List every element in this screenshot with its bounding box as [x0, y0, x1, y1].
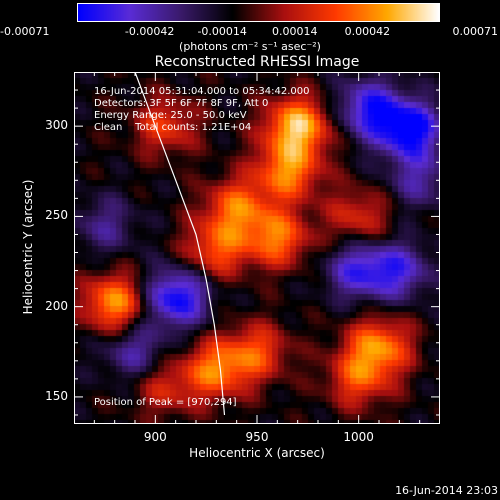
annotation-detectors: Detectors: 3F 5F 6F 7F 8F 9F, Att 0	[94, 98, 269, 109]
y-tick-label: 200	[45, 298, 68, 313]
heatmap-plot	[74, 72, 440, 424]
solar-limb-arc	[134, 72, 226, 416]
colorbar-units-label: (photons cm⁻² s⁻¹ asec⁻²)	[179, 40, 321, 53]
colorbar-tick-label: -0.00014	[197, 25, 247, 38]
chart-title: Reconstructed RHESSI Image	[154, 54, 360, 70]
annotation-peak: Position of Peak = [970,294]	[94, 397, 237, 408]
y-tick-label: 150	[45, 388, 68, 403]
plot-overlay	[74, 72, 440, 424]
x-tick-label: 900	[143, 430, 167, 444]
colorbar-tick-label: -0.00071	[0, 25, 50, 38]
y-tick-label: 250	[45, 208, 68, 223]
annotation-clean: Clean Total counts: 1.21E+04	[94, 122, 252, 133]
colorbar	[77, 3, 440, 22]
x-axis-label: Heliocentric X (arcsec)	[189, 446, 325, 460]
x-tick-label: 1000	[343, 430, 374, 444]
colorbar-tick-label: -0.00042	[124, 25, 175, 38]
x-tick-label: 950	[245, 430, 269, 444]
colorbar-tick-label: 0.00042	[344, 25, 391, 38]
y-tick-label: 300	[45, 118, 68, 133]
y-axis-label: Heliocentric Y (arcsec)	[21, 179, 35, 315]
colorbar-tick-label: 0.00071	[452, 25, 499, 38]
footer-timestamp: 16-Jun-2014 23:03	[395, 484, 498, 497]
annotation-time-range: 16-Jun-2014 05:31:04.000 to 05:34:42.000	[94, 86, 310, 97]
annotation-energy: Energy Range: 25.0 - 50.0 keV	[94, 110, 247, 121]
colorbar-tick-label: 0.00014	[272, 25, 318, 38]
